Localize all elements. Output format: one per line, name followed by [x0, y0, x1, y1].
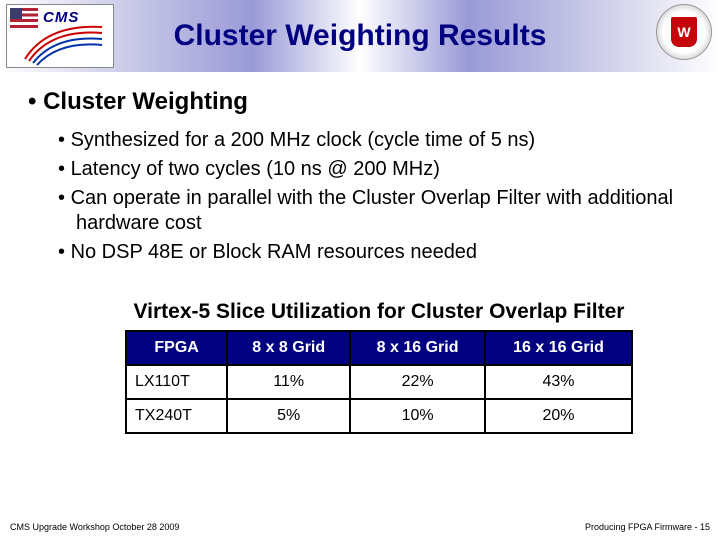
- bullet-item: Can operate in parallel with the Cluster…: [58, 186, 700, 236]
- cell-fpga: LX110T: [126, 365, 227, 399]
- wisconsin-logo: W: [656, 4, 712, 60]
- cms-swirl-icon: [17, 19, 107, 67]
- cell-val: 43%: [485, 365, 632, 399]
- bullet-item: Latency of two cycles (10 ns @ 200 MHz): [58, 157, 700, 182]
- utilization-table: FPGA 8 x 8 Grid 8 x 16 Grid 16 x 16 Grid…: [125, 330, 633, 434]
- cell-val: 22%: [350, 365, 485, 399]
- cell-val: 11%: [227, 365, 350, 399]
- bullet-list: Synthesized for a 200 MHz clock (cycle t…: [58, 128, 700, 265]
- col-16x16: 16 x 16 Grid: [485, 331, 632, 365]
- cell-val: 20%: [485, 399, 632, 433]
- bullet-item: Synthesized for a 200 MHz clock (cycle t…: [58, 128, 700, 153]
- cell-val: 5%: [227, 399, 350, 433]
- footer-left: CMS Upgrade Workshop October 28 2009: [10, 522, 179, 532]
- table-header-row: FPGA 8 x 8 Grid 8 x 16 Grid 16 x 16 Grid: [126, 331, 632, 365]
- utilization-table-section: Virtex-5 Slice Utilization for Cluster O…: [125, 300, 633, 434]
- table-title: Virtex-5 Slice Utilization for Cluster O…: [125, 300, 633, 324]
- cell-val: 10%: [350, 399, 485, 433]
- col-8x16: 8 x 16 Grid: [350, 331, 485, 365]
- col-8x8: 8 x 8 Grid: [227, 331, 350, 365]
- cell-fpga: TX240T: [126, 399, 227, 433]
- col-fpga: FPGA: [126, 331, 227, 365]
- table-row: LX110T 11% 22% 43%: [126, 365, 632, 399]
- bullet-item: No DSP 48E or Block RAM resources needed: [58, 240, 700, 265]
- wisconsin-w: W: [677, 24, 690, 40]
- wisconsin-shield-icon: W: [671, 17, 697, 47]
- section-heading: Cluster Weighting: [28, 88, 700, 116]
- footer-right: Producing FPGA Firmware - 15: [585, 522, 710, 532]
- slide-title: Cluster Weighting Results: [174, 19, 547, 53]
- uscms-logo: CMS: [6, 4, 114, 68]
- table-row: TX240T 5% 10% 20%: [126, 399, 632, 433]
- slide-content: Cluster Weighting Synthesized for a 200 …: [28, 88, 700, 269]
